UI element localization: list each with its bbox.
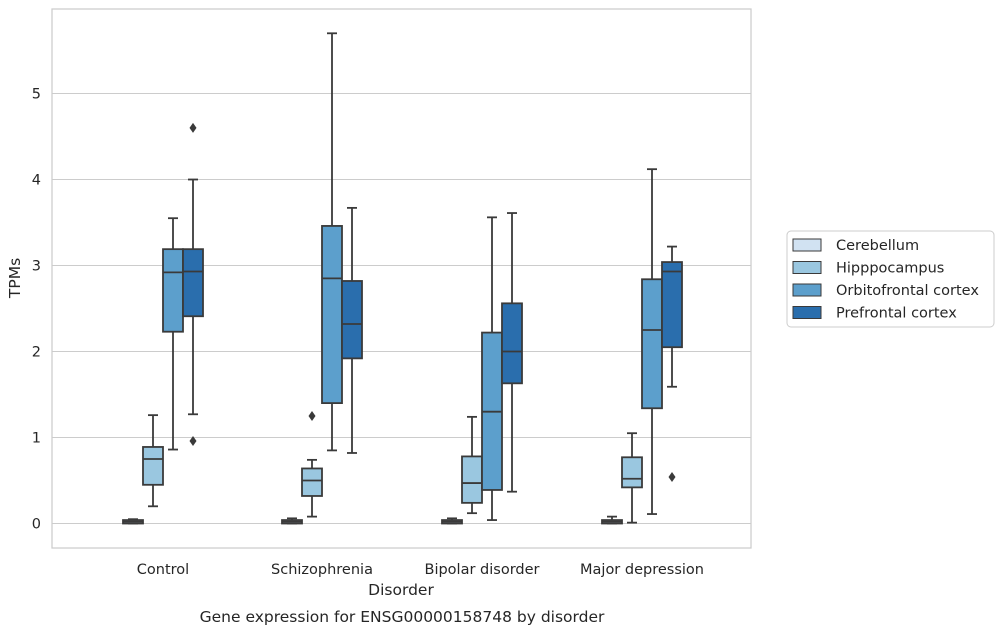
outlier-point [668,472,676,483]
box-1-4 [601,515,623,525]
outlier-point [189,122,197,133]
legend-label-4: Prefrontal cortex [836,306,957,322]
box-4-2 [341,206,363,454]
box-3-1 [162,217,184,451]
box-1-1 [122,518,144,525]
y-tick-label-2: 2 [32,345,41,361]
y-tick-label-3: 3 [32,259,41,275]
legend-swatch-3 [792,283,822,297]
y-axis-title: TPMs [6,258,24,299]
x-tick-label-4: Major depression [580,562,704,578]
outlier-point [189,435,197,446]
box-4-4 [661,245,683,483]
x-tick-label-3: Bipolar disorder [425,562,540,578]
box-1-3 [441,517,463,525]
box-3-3 [481,216,503,521]
plot-frame [51,8,752,549]
legend-swatch-4 [792,306,822,319]
y-tick-label-1: 1 [32,431,41,447]
box-2-4 [621,432,643,524]
legend-swatch-2 [792,261,822,274]
legend-label-1: Cerebellum [836,238,919,254]
y-tick-label-0: 0 [32,517,41,533]
box-body [321,225,343,405]
legend: Cerebellum Hipppocampus Orbitofrontal cort… [786,230,995,328]
box-body [461,455,483,504]
box-body [661,261,683,349]
x-axis-title: Disorder [368,581,434,599]
box-body [162,248,184,333]
box-2-2 [301,411,323,518]
legend-label-2: Hipppocampus [836,261,944,277]
box-4-3 [501,212,523,493]
x-tick-label-2: Schizophrenia [271,562,373,578]
x-tick-label-1: Control [137,562,189,578]
legend-frame [786,230,995,328]
legend-label-3: Orbitofrontal cortex [836,283,979,299]
y-tick-labels: 0 1 2 3 4 5 [32,87,41,533]
box-body [182,248,204,318]
box-body [142,446,164,486]
x-tick-labels: Control Schizophrenia Bipolar disorder Majo… [137,562,704,578]
box-1-2 [281,517,303,525]
outlier-point [308,411,316,421]
y-tick-label-4: 4 [32,173,41,189]
box-3-2 [321,32,343,452]
box-body [301,467,323,497]
box-body [641,278,663,410]
box-plots [122,32,683,525]
box-2-1 [142,414,164,508]
y-tick-label-5: 5 [32,87,41,103]
box-body [501,302,523,385]
box-4-1 [182,122,204,446]
legend-swatch-1 [792,238,822,252]
box-body [341,280,363,360]
box-body [621,456,643,489]
chart-caption: Gene expression for ENSG00000158748 by d… [200,608,605,626]
